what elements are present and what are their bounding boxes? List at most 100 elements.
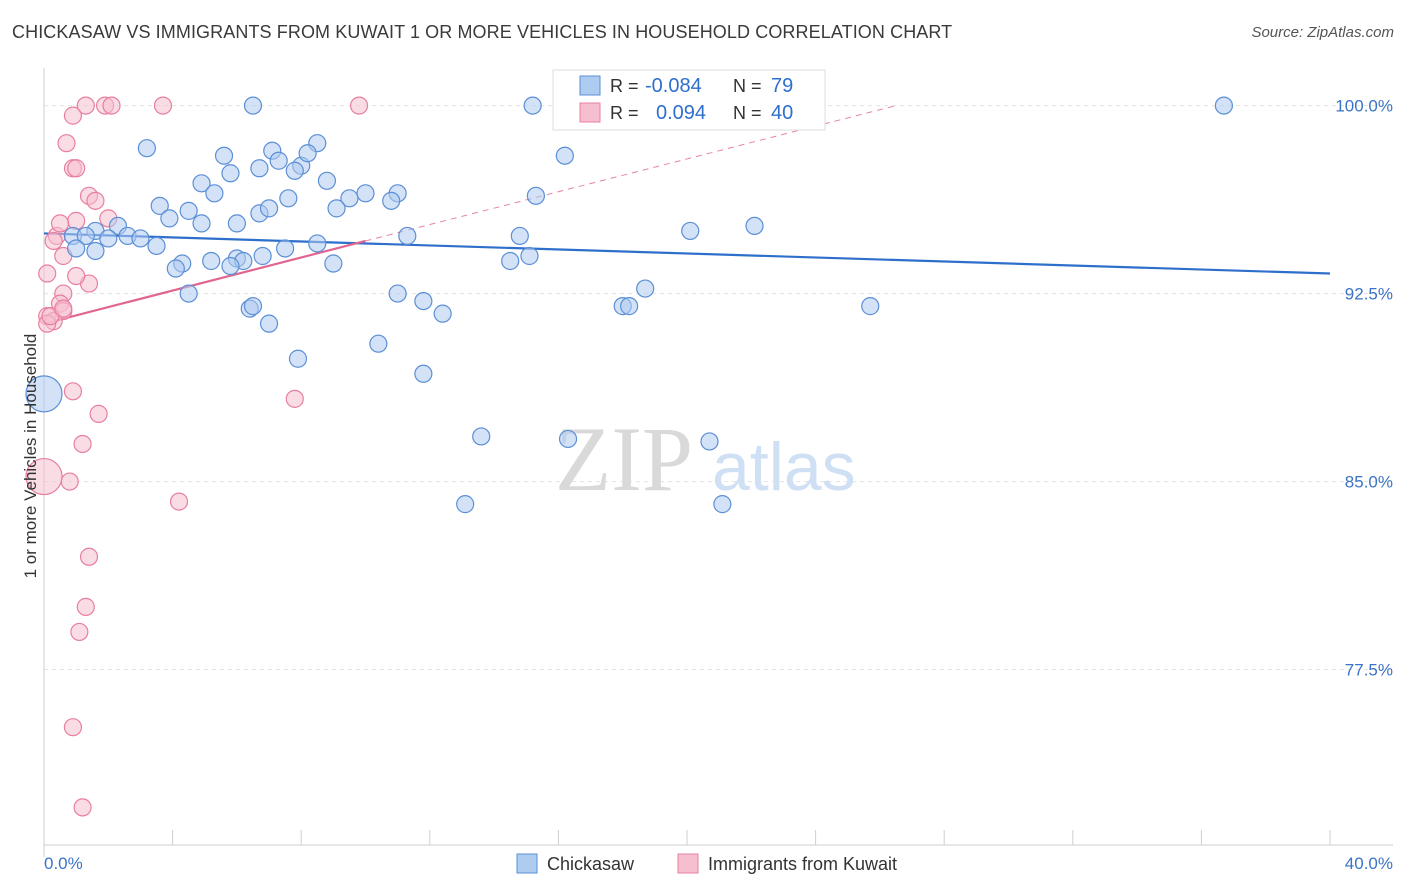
- legend-r-label-2: R =: [610, 103, 639, 123]
- data-point: [44, 231, 63, 251]
- legend-r-label-1: R =: [610, 76, 639, 96]
- data-point: [99, 229, 118, 248]
- legend-swatch-pink: [579, 102, 601, 123]
- data-point: [700, 432, 719, 451]
- data-point: [388, 284, 407, 303]
- data-point: [63, 382, 83, 401]
- data-point: [340, 189, 359, 208]
- data-point: [317, 171, 337, 190]
- y-tick-label: 92.5%: [1345, 285, 1393, 304]
- y-tick-labels: 100.0% 92.5% 85.0% 77.5%: [1335, 97, 1393, 680]
- y-tick-label: 100.0%: [1335, 97, 1393, 116]
- data-point: [76, 96, 95, 115]
- data-point: [137, 139, 156, 158]
- data-point: [1214, 96, 1234, 115]
- legend-n-label-2: N =: [733, 103, 762, 123]
- data-point: [526, 186, 545, 205]
- data-point: [76, 597, 95, 616]
- legend-n-value-2: 40: [771, 102, 793, 124]
- data-point: [67, 239, 86, 258]
- data-point: [38, 264, 57, 283]
- series-chickasaw: [25, 96, 1234, 514]
- bottom-legend: Chickasaw Immigrants from Kuwait: [516, 853, 897, 874]
- data-point: [276, 239, 295, 258]
- data-point: [60, 472, 79, 491]
- legend-r-value-1: -0.084: [645, 75, 702, 97]
- data-point: [131, 229, 150, 248]
- data-point: [523, 96, 542, 115]
- data-point: [555, 146, 574, 165]
- data-point: [636, 279, 655, 298]
- legend-swatch-blue: [579, 75, 601, 96]
- gridlines: [44, 105, 1393, 671]
- data-point: [73, 798, 92, 817]
- stats-legend: R = -0.084 N = 79 R = 0.094 N = 40: [552, 69, 826, 131]
- data-point: [150, 196, 169, 215]
- data-point: [79, 547, 99, 566]
- watermark: ZIP atlas: [555, 408, 856, 510]
- data-point: [472, 427, 491, 446]
- data-point: [520, 246, 539, 266]
- data-point: [25, 457, 63, 496]
- data-point: [861, 297, 880, 316]
- data-point: [501, 251, 520, 271]
- data-point: [250, 159, 269, 178]
- data-point: [745, 216, 764, 236]
- data-point: [221, 256, 240, 276]
- data-point: [382, 191, 401, 210]
- trend-line-blue: [43, 232, 1331, 275]
- watermark-atlas: atlas: [712, 429, 856, 505]
- legend-chickasaw-swatch: [516, 853, 538, 874]
- data-point: [70, 622, 89, 642]
- data-point: [227, 214, 246, 233]
- data-point: [192, 174, 211, 193]
- data-point: [288, 349, 308, 368]
- data-point: [285, 389, 304, 408]
- trend-line-pink: [43, 239, 366, 325]
- data-point: [327, 199, 346, 218]
- data-point: [414, 364, 433, 383]
- data-point: [192, 214, 211, 233]
- data-point: [713, 495, 732, 514]
- data-point: [86, 241, 105, 261]
- data-point: [160, 209, 179, 228]
- x-tick-label-min: 0.0%: [44, 854, 83, 873]
- data-point: [681, 221, 700, 241]
- data-point: [308, 234, 327, 253]
- data-point: [63, 106, 83, 125]
- legend-kuwait-label: Immigrants from Kuwait: [708, 854, 897, 874]
- data-point: [285, 161, 304, 180]
- data-point: [202, 251, 221, 271]
- data-point: [369, 334, 388, 353]
- data-point: [243, 96, 263, 115]
- data-point: [25, 375, 63, 413]
- data-point: [456, 495, 475, 514]
- legend-n-label-1: N =: [733, 76, 762, 96]
- legend-r-value-2: 0.094: [656, 102, 706, 124]
- legend-kuwait-swatch: [677, 853, 699, 874]
- legend-n-value-1: 79: [771, 75, 793, 97]
- data-point: [298, 144, 317, 163]
- data-point: [510, 226, 529, 246]
- data-point: [67, 266, 86, 286]
- data-point: [214, 146, 234, 165]
- data-point: [86, 191, 105, 210]
- data-point: [54, 299, 73, 318]
- data-point: [169, 492, 189, 511]
- data-point: [259, 199, 279, 218]
- data-point: [221, 164, 240, 183]
- data-point: [414, 292, 433, 311]
- data-point: [259, 314, 279, 333]
- y-tick-label: 77.5%: [1345, 661, 1393, 680]
- data-point: [179, 201, 198, 220]
- data-point: [89, 404, 108, 423]
- data-point: [620, 297, 639, 316]
- data-point: [57, 134, 76, 153]
- y-tick-label: 85.0%: [1345, 473, 1393, 492]
- data-point: [269, 151, 288, 170]
- axes: [43, 68, 1393, 857]
- data-point: [398, 226, 417, 246]
- source-label: Source: ZipAtlas.com: [1251, 24, 1394, 41]
- data-point: [243, 297, 263, 316]
